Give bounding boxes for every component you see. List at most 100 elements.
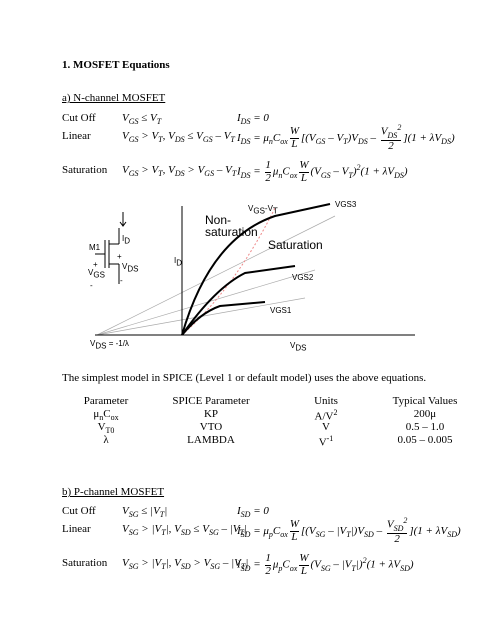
text: 2 — [265, 564, 271, 577]
text: SG — [128, 510, 139, 520]
section-heading: a) N-channel MOSFET — [62, 92, 166, 104]
text: L — [291, 530, 298, 543]
table-cell: VTO — [150, 421, 272, 433]
subscript: T0 — [106, 426, 115, 435]
text: Parameter — [83, 395, 129, 407]
condition: VSG > |VT|, VSD > VSG – |VT| — [122, 557, 248, 571]
text: ](1 + λV — [409, 524, 448, 537]
text: 2 — [362, 555, 367, 565]
fraction-part: W — [290, 126, 299, 138]
text: DS — [295, 343, 307, 353]
row-label: Saturation — [62, 557, 107, 569]
text: L — [300, 564, 307, 577]
fraction-part: 2 — [380, 140, 402, 153]
table-header: Units — [272, 395, 380, 407]
subscript: n — [278, 171, 282, 180]
fraction-part: W — [290, 519, 299, 531]
text: ≤ V — [190, 523, 209, 535]
table-header: Typical Values — [380, 395, 470, 407]
figure-label: - — [120, 276, 123, 285]
table-cell: 0.5 – 1.0 — [380, 421, 470, 433]
text: n — [278, 170, 283, 180]
text: SD — [180, 562, 191, 572]
subscript: DS — [175, 169, 185, 178]
figure-label: ID — [174, 256, 182, 268]
subscript: DS — [175, 135, 185, 144]
subscript: p — [269, 530, 273, 539]
text: V — [97, 421, 106, 433]
text: - — [90, 281, 93, 290]
text: Saturation — [62, 164, 108, 176]
text: Units — [314, 395, 338, 407]
subscript: SD — [400, 564, 410, 573]
curve — [181, 265, 296, 336]
text: – — [367, 131, 379, 144]
text: V — [290, 341, 296, 350]
text: – V — [214, 164, 232, 176]
table-header: Parameter — [62, 395, 150, 407]
fraction-part: 2 — [386, 533, 408, 546]
table-cell: V-1 — [272, 434, 380, 449]
text: (1 + λV — [360, 165, 395, 178]
text: T — [240, 562, 246, 572]
text: > |V — [138, 523, 162, 535]
text: C — [272, 524, 281, 537]
condition: VGS ≤ VT — [122, 112, 161, 126]
text: -V — [264, 204, 273, 213]
text: SD — [240, 530, 251, 540]
subscript: ox — [280, 530, 288, 539]
text: μ — [272, 165, 279, 178]
text: |) — [355, 558, 363, 571]
text: W — [289, 125, 299, 138]
subscript: T — [348, 171, 352, 180]
subscript: DS — [295, 344, 306, 353]
table-cell: LAMBDA — [150, 434, 272, 446]
superscript: 2 — [363, 556, 367, 565]
text: = μ — [250, 524, 269, 537]
text: GS — [204, 169, 215, 179]
subscript: T — [161, 528, 165, 537]
text: W — [299, 552, 309, 564]
text: A/V — [314, 410, 334, 423]
fraction-part: W — [299, 552, 309, 565]
text: DS — [174, 169, 185, 179]
text: T — [343, 137, 348, 147]
text: - — [120, 276, 123, 285]
text: M1 — [89, 243, 101, 252]
text: (V — [310, 165, 321, 178]
superscript: 2 — [397, 123, 401, 132]
text: |)V — [350, 524, 365, 537]
fraction: VDS2 2 — [380, 123, 402, 153]
text: V — [122, 523, 129, 535]
figure-label: VGS2 — [292, 273, 313, 282]
text: = μ — [250, 131, 269, 144]
text: V — [122, 130, 129, 142]
text: μ — [272, 558, 279, 571]
text: V — [380, 125, 388, 138]
figure-label: - — [90, 281, 93, 290]
equation: ISD = 0 — [237, 505, 269, 519]
text: SG — [128, 528, 139, 538]
text: DS — [240, 117, 251, 127]
subscript: SG — [316, 530, 326, 539]
fraction-part: 2 — [265, 171, 271, 185]
text: – — [373, 524, 385, 537]
text: DS — [441, 137, 451, 147]
text: |, V — [165, 557, 181, 569]
title: 1. MOSFET Equations — [62, 59, 170, 71]
text: C — [272, 131, 281, 144]
figure-label: VGS — [88, 268, 105, 280]
text: I — [174, 256, 177, 265]
text: DS — [240, 170, 251, 180]
text: > V — [190, 557, 211, 569]
text: ) — [409, 558, 414, 571]
text: ) — [403, 165, 408, 178]
text: > V — [184, 164, 205, 176]
text: (1 + λV — [366, 558, 401, 571]
text: DS — [387, 130, 398, 140]
fraction-part: VDS2 — [380, 123, 402, 140]
subscript: SG — [209, 528, 219, 537]
text: V — [90, 339, 96, 348]
